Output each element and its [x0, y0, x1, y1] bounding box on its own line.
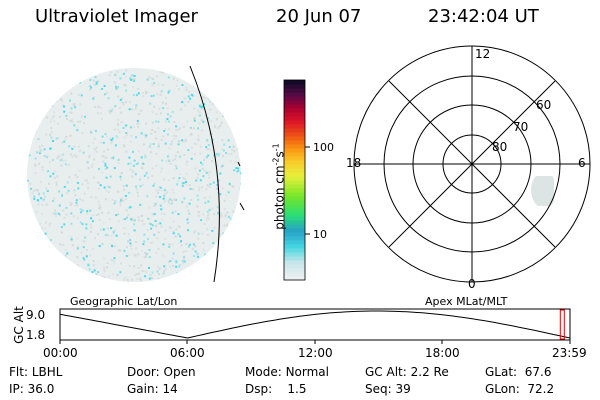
mlt-label-12: 12 [475, 47, 491, 61]
geographic-image [27, 65, 245, 283]
apex-panel-label: Apex MLat/MLT [425, 295, 508, 308]
status-glat: GLat: 67.6 [485, 365, 552, 379]
lat-label-60: 60 [536, 98, 552, 112]
aurora-blob [531, 176, 554, 206]
xtick-1800: 18:00 [425, 346, 460, 360]
xtick-0000: 00:00 [43, 346, 78, 360]
altitude-axis-label: GC Alt [12, 306, 26, 344]
time-label: 23:42:04 UT [428, 6, 539, 27]
status-dsp: Dsp: 1.5 [245, 382, 307, 396]
terminator-line [189, 65, 220, 283]
current-time-marker [559, 309, 565, 340]
colorbar-tick-label-100: 100 [313, 141, 334, 154]
status-gc-alt: GC Alt: 2.2 Re [365, 365, 449, 379]
colorbar-gradient [284, 80, 305, 281]
altitude-min-label: 1.8 [26, 328, 46, 342]
colorbar [283, 79, 310, 281]
status-filter: Flt: LBHL [9, 365, 63, 379]
status-mode: Mode: Normal [245, 365, 329, 379]
geographic-panel-label: Geographic Lat/Lon [70, 295, 178, 308]
xtick-0600: 06:00 [170, 346, 205, 360]
lat-label-80: 80 [492, 140, 508, 154]
polar-plot [353, 45, 591, 283]
colorbar-unit-label: photon cm-2s-1 [271, 143, 287, 230]
status-glon: GLon: 72.2 [485, 382, 555, 396]
mlt-label-18: 18 [346, 156, 362, 170]
status-ip: IP: 36.0 [9, 382, 55, 396]
xtick-2359: 23:59 [552, 346, 587, 360]
mlt-label-6: 6 [578, 156, 586, 170]
altitude-curve [59, 310, 571, 339]
mlt-label-0: 0 [468, 277, 476, 291]
altitude-max-label: 9.0 [26, 308, 46, 322]
status-door: Door: Open [127, 365, 196, 379]
status-gain: Gain: 14 [127, 382, 178, 396]
altitude-plot [59, 308, 571, 344]
date-label: 20 Jun 07 [276, 6, 362, 27]
lat-label-70: 70 [513, 120, 529, 134]
colorbar-tick-label-10: 10 [313, 228, 327, 241]
instrument-title: Ultraviolet Imager [35, 6, 198, 27]
status-seq: Seq: 39 [365, 382, 411, 396]
xtick-1200: 12:00 [298, 346, 333, 360]
